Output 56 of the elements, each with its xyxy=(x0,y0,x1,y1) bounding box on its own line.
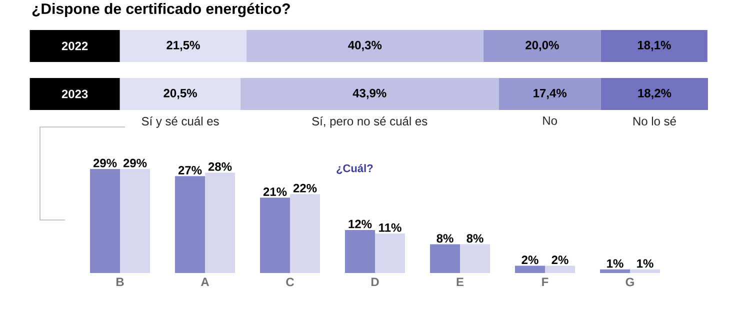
bar xyxy=(205,172,236,273)
data-label: 21,5% xyxy=(166,40,200,52)
bar xyxy=(260,198,290,273)
bar xyxy=(430,244,460,273)
bar xyxy=(483,30,601,62)
series-label: No lo sé xyxy=(633,116,676,126)
y-tick-label: 2022 xyxy=(62,42,88,50)
series-label: Sí y sé cuál es xyxy=(142,116,219,128)
bar xyxy=(498,78,601,110)
data-label: 12% xyxy=(348,220,372,228)
bar xyxy=(460,244,490,273)
data-label: 8% xyxy=(466,234,484,243)
data-label: 2% xyxy=(552,256,568,264)
data-label: 8% xyxy=(436,234,454,243)
data-label: 1% xyxy=(637,259,654,268)
data-label: 20,5% xyxy=(164,88,197,100)
data-label: 18,2% xyxy=(638,88,672,100)
data-label: 17,4% xyxy=(534,88,567,100)
data-label: 11% xyxy=(379,223,402,232)
bar xyxy=(600,269,630,273)
x-tick-label: F xyxy=(542,278,548,286)
bar xyxy=(240,78,499,110)
bar xyxy=(345,230,375,273)
data-label: 29% xyxy=(93,158,117,168)
bar xyxy=(120,168,150,273)
x-tick-label: D xyxy=(371,278,379,286)
x-tick-label: G xyxy=(626,278,634,286)
data-label: 40,3% xyxy=(348,40,382,52)
bar xyxy=(544,266,575,273)
bar xyxy=(630,269,660,273)
bar xyxy=(290,194,320,273)
x-tick-label: E xyxy=(456,278,464,286)
data-label: 21% xyxy=(263,188,287,196)
data-label: 20,0% xyxy=(526,40,559,52)
data-label: 43,9% xyxy=(352,88,386,100)
bar xyxy=(600,78,708,110)
bar xyxy=(375,234,405,273)
chart-title: ¿Dispone de certificado energético? xyxy=(32,2,290,18)
data-label: 22% xyxy=(293,184,317,192)
bar xyxy=(246,30,484,62)
series-label: No xyxy=(543,116,557,125)
series-label: Sí, pero no sé cuál es xyxy=(312,116,428,128)
chart-title: ¿Cuál? xyxy=(336,164,373,174)
y-tick-label: 2023 xyxy=(62,90,88,98)
data-label: 29% xyxy=(123,158,147,168)
data-label: 27% xyxy=(178,166,202,174)
x-tick-label: A xyxy=(200,278,210,286)
x-tick-label: C xyxy=(286,278,294,286)
data-label: 18,1% xyxy=(638,40,671,52)
data-label: 28% xyxy=(208,162,232,171)
data-label: 1% xyxy=(607,259,624,268)
bar xyxy=(175,176,206,273)
data-label: 2% xyxy=(522,256,538,264)
x-tick-label: B xyxy=(116,278,124,286)
bar xyxy=(514,266,545,273)
bar xyxy=(600,30,708,62)
